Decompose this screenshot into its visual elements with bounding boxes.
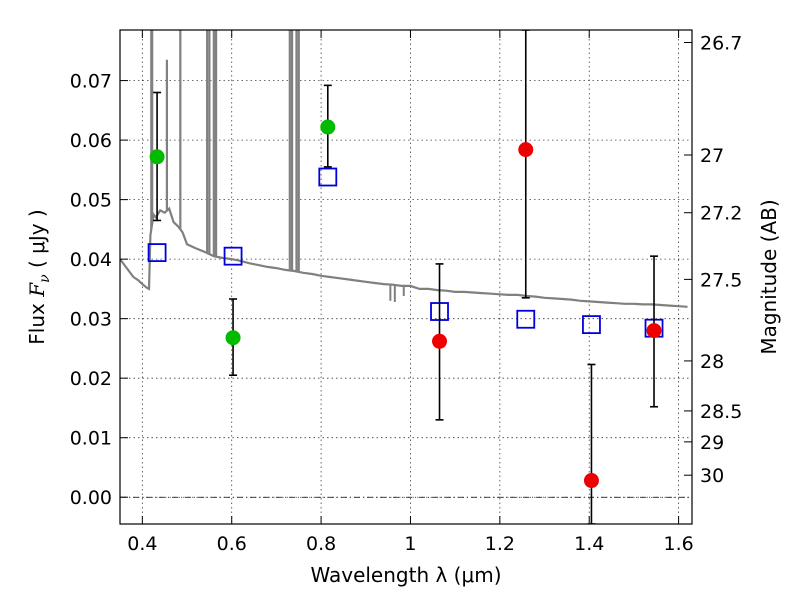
y2-axis: 26.7 27 27.2 27.5 28 28.5 29 30	[684, 32, 742, 487]
y-tick-label: 0.07	[70, 71, 112, 93]
red-data-point	[583, 473, 599, 489]
y2-tick-label: 29	[700, 432, 724, 454]
y-axis-label-pre: Flux	[25, 297, 49, 345]
y-tick-label: 0.05	[70, 190, 112, 212]
x-tick-label: 0.4	[127, 533, 157, 555]
x-tick-label: 0.6	[217, 533, 247, 555]
model-points-series	[147, 167, 664, 338]
model-square-point	[582, 315, 601, 335]
y-tick-label: 0.00	[70, 487, 112, 509]
y2-tick-label: 28.5	[700, 401, 742, 423]
red-data-point	[646, 323, 662, 339]
y2-axis-label: Magnitude (AB)	[757, 199, 781, 354]
model-square-point	[318, 167, 338, 187]
green-data-point	[320, 119, 336, 135]
y2-tick-label: 30	[700, 465, 724, 487]
y-axis: 0.00 0.01 0.02 0.03 0.04 0.05 0.06 0.07	[70, 71, 128, 509]
observed-points-series	[149, 119, 662, 489]
y2-tick-label: 27.5	[700, 269, 742, 291]
x-tick-label: 1.2	[485, 533, 515, 555]
x-axis-label: Wavelength λ (μm)	[310, 563, 501, 587]
y-tick-label: 0.04	[70, 249, 112, 271]
error-bars	[153, 30, 659, 524]
plot-area	[120, 30, 692, 524]
y-axis-label-var: F	[25, 282, 49, 298]
plot-frame	[119, 29, 693, 525]
y-tick-label: 0.01	[70, 428, 112, 450]
model-square-point	[516, 309, 536, 329]
green-data-point	[225, 330, 241, 346]
grid	[120, 30, 692, 524]
y-axis-label-sub: ν	[37, 274, 53, 283]
red-data-point	[432, 333, 448, 349]
model-square-point	[223, 246, 243, 266]
spectrum-series	[120, 30, 688, 308]
x-tick-label: 1.6	[663, 533, 693, 555]
y-tick-label: 0.06	[70, 130, 112, 152]
y2-tick-label: 28	[700, 351, 724, 373]
red-data-point	[518, 142, 534, 158]
y2-tick-label: 26.7	[700, 32, 742, 54]
model-square-point	[147, 243, 167, 262]
spectrum-line	[120, 206, 688, 308]
y-tick-label: 0.03	[70, 309, 112, 331]
y2-tick-label: 27	[700, 145, 724, 167]
x-tick-label: 1	[404, 533, 416, 555]
green-data-point	[149, 149, 165, 165]
x-axis: 0.4 0.6 0.8 1 1.2 1.4 1.6	[127, 30, 694, 555]
y-tick-label: 0.02	[70, 368, 112, 390]
x-tick-label: 0.8	[306, 533, 336, 555]
y2-tick-label: 27.2	[700, 203, 742, 225]
x-tick-label: 1.4	[574, 533, 604, 555]
y-axis-label: Flux Fν ( μJy )	[25, 209, 53, 344]
y-axis-label-post: ( μJy )	[25, 209, 49, 274]
